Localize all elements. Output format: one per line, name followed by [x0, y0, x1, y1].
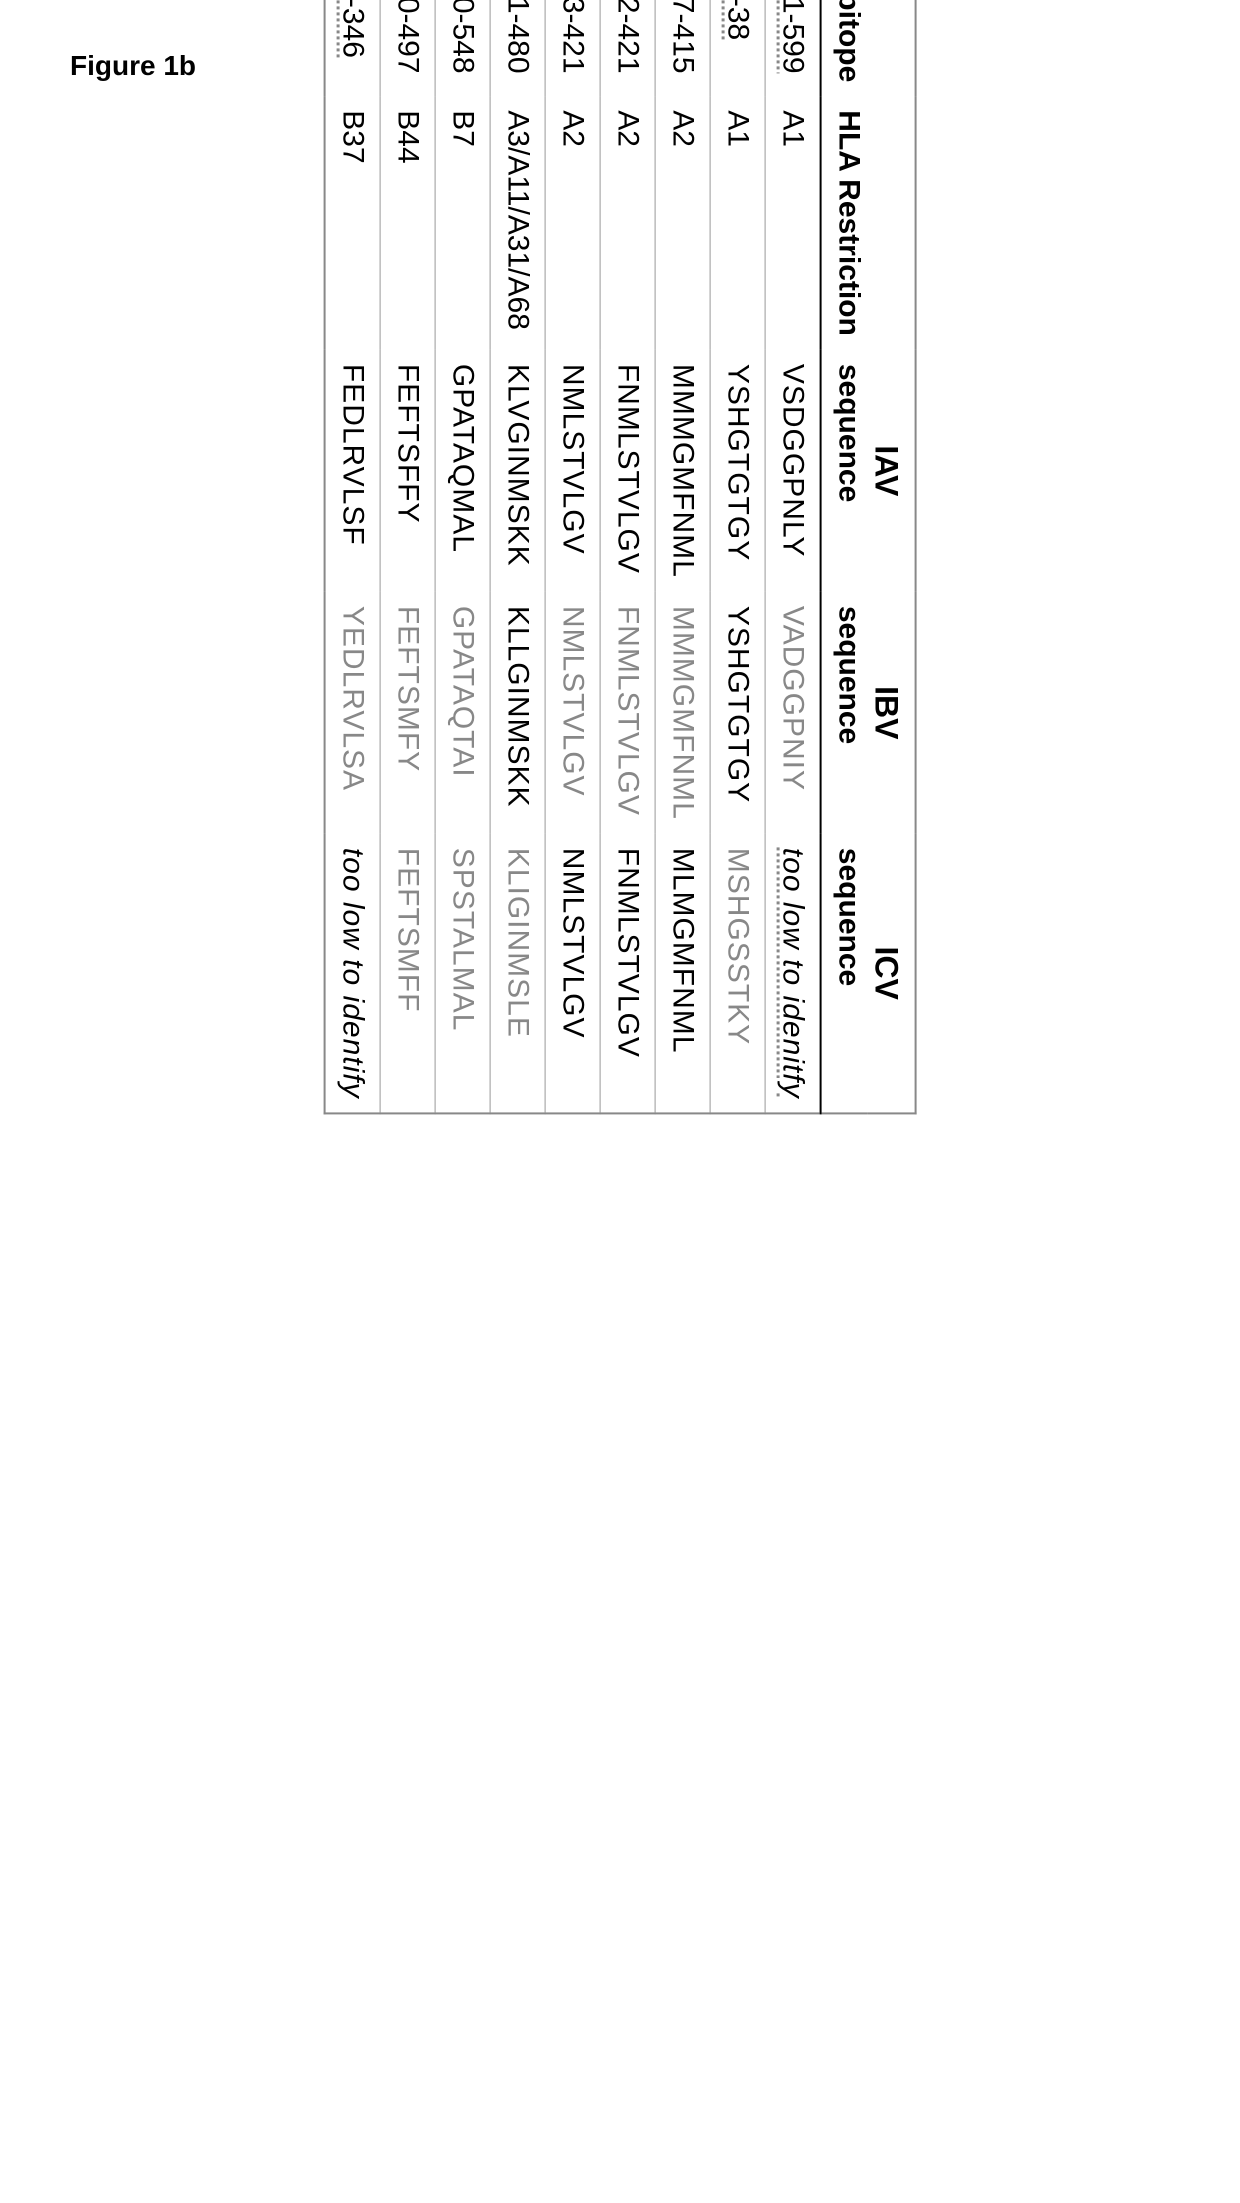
cell-ibv-seq: NMLSTVLGV [545, 592, 600, 834]
cell-ibv-seq: KLLGINMSKK [490, 592, 545, 834]
cell-hla: A1 [765, 96, 821, 350]
cell-epitope: PB1 30-38 [710, 0, 765, 96]
header-seq-ibv: sequence [821, 592, 868, 834]
header-epitope: FluA Epitope [821, 0, 868, 96]
cell-icv-seq: too low to idenitfy [765, 834, 821, 1114]
table-row: NP 338-346B37FEDLRVLSFYEDLRVLSAtoo low t… [325, 0, 381, 1114]
cell-iav-seq: VSDGGPNLY [765, 350, 821, 592]
table-row: PB1 540-548B7GPATAQMALGPATAQTAISPSTALMAL [435, 0, 490, 1114]
cell-icv-seq: FNMLSTVLGV [600, 834, 655, 1114]
cell-ibv-seq: VADGGPNIY [765, 592, 821, 834]
table-header-row: FluA Epitope HLA Restriction sequence se… [821, 0, 868, 1114]
cell-ibv-seq: YEDLRVLSA [325, 592, 381, 834]
cell-epitope: PB1 471-480 [490, 0, 545, 96]
table-row: PB1 591-599A1VSDGGPNLYVADGGPNIYtoo low t… [765, 0, 821, 1114]
cell-icv-seq: SPSTALMAL [435, 834, 490, 1114]
cell-icv-seq: NMLSTVLGV [545, 834, 600, 1114]
cell-iav-seq: MMMGMFNML [655, 350, 710, 592]
cell-iav-seq: GPATAQMAL [435, 350, 490, 592]
cell-ibv-seq: FEFTSMFY [380, 592, 435, 834]
cell-epitope: PB1 407-415 [655, 0, 710, 96]
rotated-table-wrapper: IAV IBV ICV FluA Epitope HLA Restriction… [324, 0, 917, 1115]
epitope-table: IAV IBV ICV FluA Epitope HLA Restriction… [324, 0, 917, 1115]
cell-hla: A2 [600, 96, 655, 350]
super-header-icv: ICV [868, 834, 916, 1114]
table-body: PB1 591-599A1VSDGGPNLYVADGGPNIYtoo low t… [325, 0, 821, 1114]
cell-iav-seq: FEDLRVLSF [325, 350, 381, 592]
cell-hla: B44 [380, 96, 435, 350]
table-row: PB1 471-480A3/A11/A31/A68KLVGINMSKKKLLGI… [490, 0, 545, 1114]
cell-ibv-seq: MMMGMFNML [655, 592, 710, 834]
cell-ibv-seq: YSHGTGTGY [710, 592, 765, 834]
cell-hla: A1 [710, 96, 765, 350]
table-container: IAV IBV ICV FluA Epitope HLA Restriction… [70, 202, 1170, 795]
cell-epitope: PB1 412-421 [600, 0, 655, 96]
cell-icv-seq: too low to identify [325, 834, 381, 1114]
super-header-blank [868, 0, 916, 350]
table-row: PB1 407-415A2MMMGMFNMLMMMGMFNMLMLMGMFNML [655, 0, 710, 1114]
cell-ibv-seq: FNMLSTVLGV [600, 592, 655, 834]
header-hla: HLA Restriction [821, 96, 868, 350]
cell-iav-seq: FEFTSFFY [380, 350, 435, 592]
table-row: PB1 413-421A2NMLSTVLGVNMLSTVLGVNMLSTVLGV [545, 0, 600, 1114]
cell-hla: A2 [545, 96, 600, 350]
super-header-ibv: IBV [868, 592, 916, 834]
cell-epitope: NP 338-346 [325, 0, 381, 96]
cell-icv-seq: KLIGINMSLE [490, 834, 545, 1114]
cell-iav-seq: YSHGTGTGY [710, 350, 765, 592]
table-row: PB1 412-421A2FNMLSTVLGVFNMLSTVLGVFNMLSTV… [600, 0, 655, 1114]
table-super-header-row: IAV IBV ICV [868, 0, 916, 1114]
table-row: PB1 30-38A1YSHGTGTGYYSHGTGTGYMSHGSSTKY [710, 0, 765, 1114]
cell-hla: B7 [435, 96, 490, 350]
cell-ibv-seq: GPATAQTAI [435, 592, 490, 834]
cell-hla: A2 [655, 96, 710, 350]
header-seq-icv: sequence [821, 834, 868, 1114]
cell-iav-seq: FNMLSTVLGV [600, 350, 655, 592]
cell-epitope: PB1 540-548 [435, 0, 490, 96]
cell-epitope: PB1 591-599 [765, 0, 821, 96]
cell-icv-seq: FEFTSMFF [380, 834, 435, 1114]
cell-iav-seq: NMLSTVLGV [545, 350, 600, 592]
cell-epitope: PB1 490-497 [380, 0, 435, 96]
cell-iav-seq: KLVGINMSKK [490, 350, 545, 592]
table-row: PB1 490-497B44FEFTSFFYFEFTSMFYFEFTSMFF [380, 0, 435, 1114]
cell-epitope: PB1 413-421 [545, 0, 600, 96]
cell-icv-seq: MSHGSSTKY [710, 834, 765, 1114]
cell-hla: B37 [325, 96, 381, 350]
super-header-iav: IAV [868, 350, 916, 592]
cell-hla: A3/A11/A31/A68 [490, 96, 545, 350]
header-seq-iav: sequence [821, 350, 868, 592]
cell-icv-seq: MLMGMFNML [655, 834, 710, 1114]
